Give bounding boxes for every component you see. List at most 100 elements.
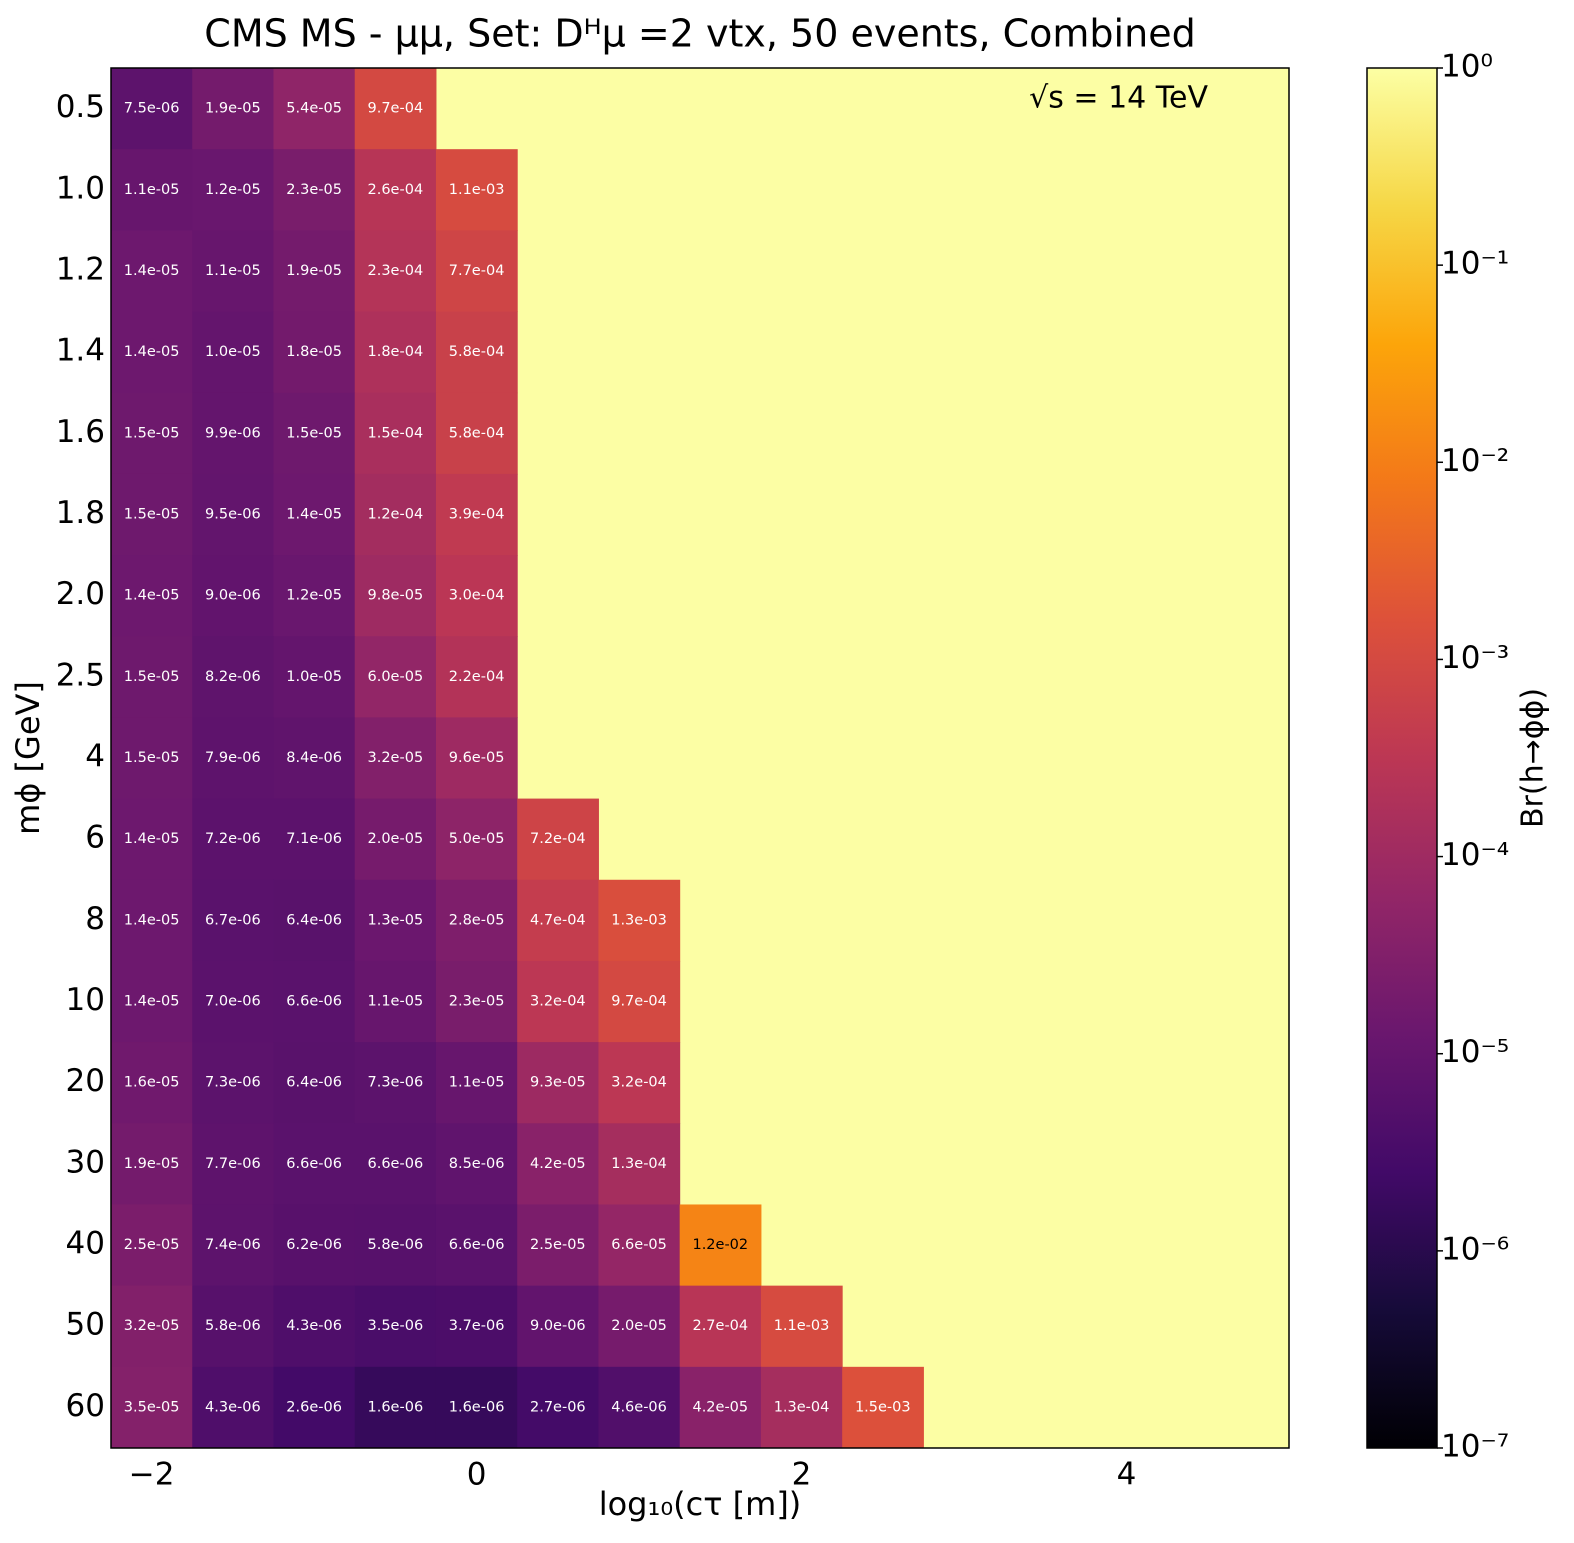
cell-label: 1.0e-05: [286, 669, 342, 685]
heatmap-cell: [273, 149, 356, 231]
cell-label: 6.6e-06: [286, 994, 342, 1010]
cell-label: 3.5e-06: [368, 1318, 424, 1334]
heatmap-cell: [273, 960, 356, 1043]
colorbar: [1366, 67, 1438, 1449]
cell-label: 1.2e-05: [286, 588, 342, 604]
cell-label: 1.9e-05: [124, 1156, 180, 1172]
cell-label: 1.5e-03: [855, 1399, 911, 1415]
cell-label: 7.9e-06: [205, 750, 261, 766]
heatmap-cell: [354, 1204, 437, 1287]
cell-label: 1.0e-05: [205, 344, 261, 360]
cell-label: 1.1e-05: [205, 263, 261, 279]
heatmap-cell: [517, 960, 599, 1043]
cell-label: 7.2e-06: [205, 831, 261, 847]
heatmap-cell: [760, 1285, 843, 1368]
heatmap-cell: [354, 149, 437, 231]
cell-label: 4.3e-06: [286, 1318, 342, 1334]
cell-label: 1.8e-04: [368, 344, 424, 360]
heatmap-cell: [192, 1204, 274, 1287]
cell-label: 3.2e-04: [611, 1075, 667, 1091]
heatmap-cell: [111, 1366, 193, 1449]
cell-label: 2.3e-05: [449, 994, 505, 1010]
annotation: √s = 14 TeV: [1029, 81, 1208, 116]
heatmap-cell: [111, 960, 193, 1043]
cell-label: 1.6e-06: [368, 1399, 424, 1415]
y-tick-label: 60: [66, 1388, 105, 1424]
cell-label: 9.0e-06: [530, 1318, 586, 1334]
heatmap-cell: [517, 1042, 599, 1124]
heatmap-cell: [192, 1042, 274, 1124]
heatmap-cell: [435, 1042, 518, 1124]
heatmap-cell: [354, 798, 437, 881]
heatmap-cell: [111, 636, 193, 718]
heatmap-cell: [111, 555, 193, 637]
colorbar-tick-label: 10⁻⁷: [1441, 1429, 1509, 1465]
cell-label: 1.5e-05: [124, 425, 180, 441]
colorbar-tick-label: 10⁻⁵: [1441, 1034, 1509, 1070]
cell-label: 1.9e-05: [286, 263, 342, 279]
heatmap-cell: [111, 392, 193, 475]
cell-label: 7.2e-04: [530, 831, 586, 847]
cell-label: 7.5e-06: [124, 101, 180, 117]
cell-label: 2.7e-04: [692, 1318, 748, 1334]
heatmap-cell: [192, 230, 274, 313]
cell-label: 6.6e-06: [449, 1237, 505, 1253]
cell-label: 8.5e-06: [449, 1156, 505, 1172]
x-tick-label: −2: [129, 1457, 175, 1493]
heatmap-cell: [517, 798, 599, 881]
y-tick-label: 2.5: [56, 657, 105, 693]
x-tick-label: 4: [1117, 1457, 1137, 1493]
heatmap-cell: [435, 1204, 518, 1287]
heatmap-cell: [192, 149, 274, 231]
heatmap-cell: [354, 392, 437, 475]
heatmap-cell: [273, 230, 356, 313]
cell-label: 2.8e-05: [449, 912, 505, 928]
heatmap-cell: [192, 636, 274, 718]
heatmap-cell: [435, 879, 518, 962]
cell-label: 6.2e-06: [286, 1237, 342, 1253]
y-axis-label: mϕ [GeV]: [9, 681, 47, 835]
cell-label: 7.1e-06: [286, 831, 342, 847]
x-axis-label: log₁₀(cτ [m]): [599, 1485, 802, 1523]
heatmap-cell: [273, 879, 356, 962]
heatmap-cell: [598, 1204, 681, 1287]
cell-label: 2.6e-06: [286, 1399, 342, 1415]
cell-label: 7.7e-04: [449, 263, 505, 279]
cell-label: 2.7e-06: [530, 1399, 586, 1415]
heatmap-cell: [435, 1123, 518, 1205]
heatmap-cell: [273, 1123, 356, 1205]
cell-label: 1.4e-05: [124, 263, 180, 279]
heatmap-cell: [273, 636, 356, 718]
y-tick-label: 1.8: [56, 495, 105, 531]
cell-label: 3.0e-04: [449, 588, 505, 604]
heatmap-cell: [435, 230, 518, 313]
heatmap-cell: [354, 68, 437, 150]
heatmap-cell: [354, 1366, 437, 1449]
heatmap-cell: [111, 311, 193, 394]
y-tick-label: 1.0: [56, 170, 105, 206]
y-tick-label: 2.0: [56, 576, 105, 612]
heatmap-cell: [598, 1042, 681, 1124]
heatmap-cell: [111, 717, 193, 800]
cell-label: 9.8e-05: [368, 588, 424, 604]
cell-label: 9.6e-05: [449, 750, 505, 766]
heatmap-cell: [598, 960, 681, 1043]
plot-frame: [110, 67, 1290, 1449]
cell-label: 4.7e-04: [530, 912, 586, 928]
heatmap-cell: [598, 879, 681, 962]
heatmap-cell: [598, 1123, 681, 1205]
y-tick-label: 40: [66, 1226, 105, 1262]
cell-label: 2.0e-05: [611, 1318, 667, 1334]
cell-label: 5.4e-05: [286, 101, 342, 117]
cell-label: 1.6e-06: [449, 1399, 505, 1415]
heatmap-cell: [354, 1285, 437, 1368]
heatmap-cell: [192, 68, 274, 150]
heatmap-cell: [192, 1285, 274, 1368]
cell-label: 1.5e-05: [286, 425, 342, 441]
cell-label: 7.3e-06: [368, 1075, 424, 1091]
heatmap-cell: [111, 879, 193, 962]
heatmap-cell: [273, 311, 356, 394]
heatmap-cell: [679, 1366, 762, 1449]
cell-label: 2.3e-04: [368, 263, 424, 279]
heatmap-cell: [273, 798, 356, 881]
